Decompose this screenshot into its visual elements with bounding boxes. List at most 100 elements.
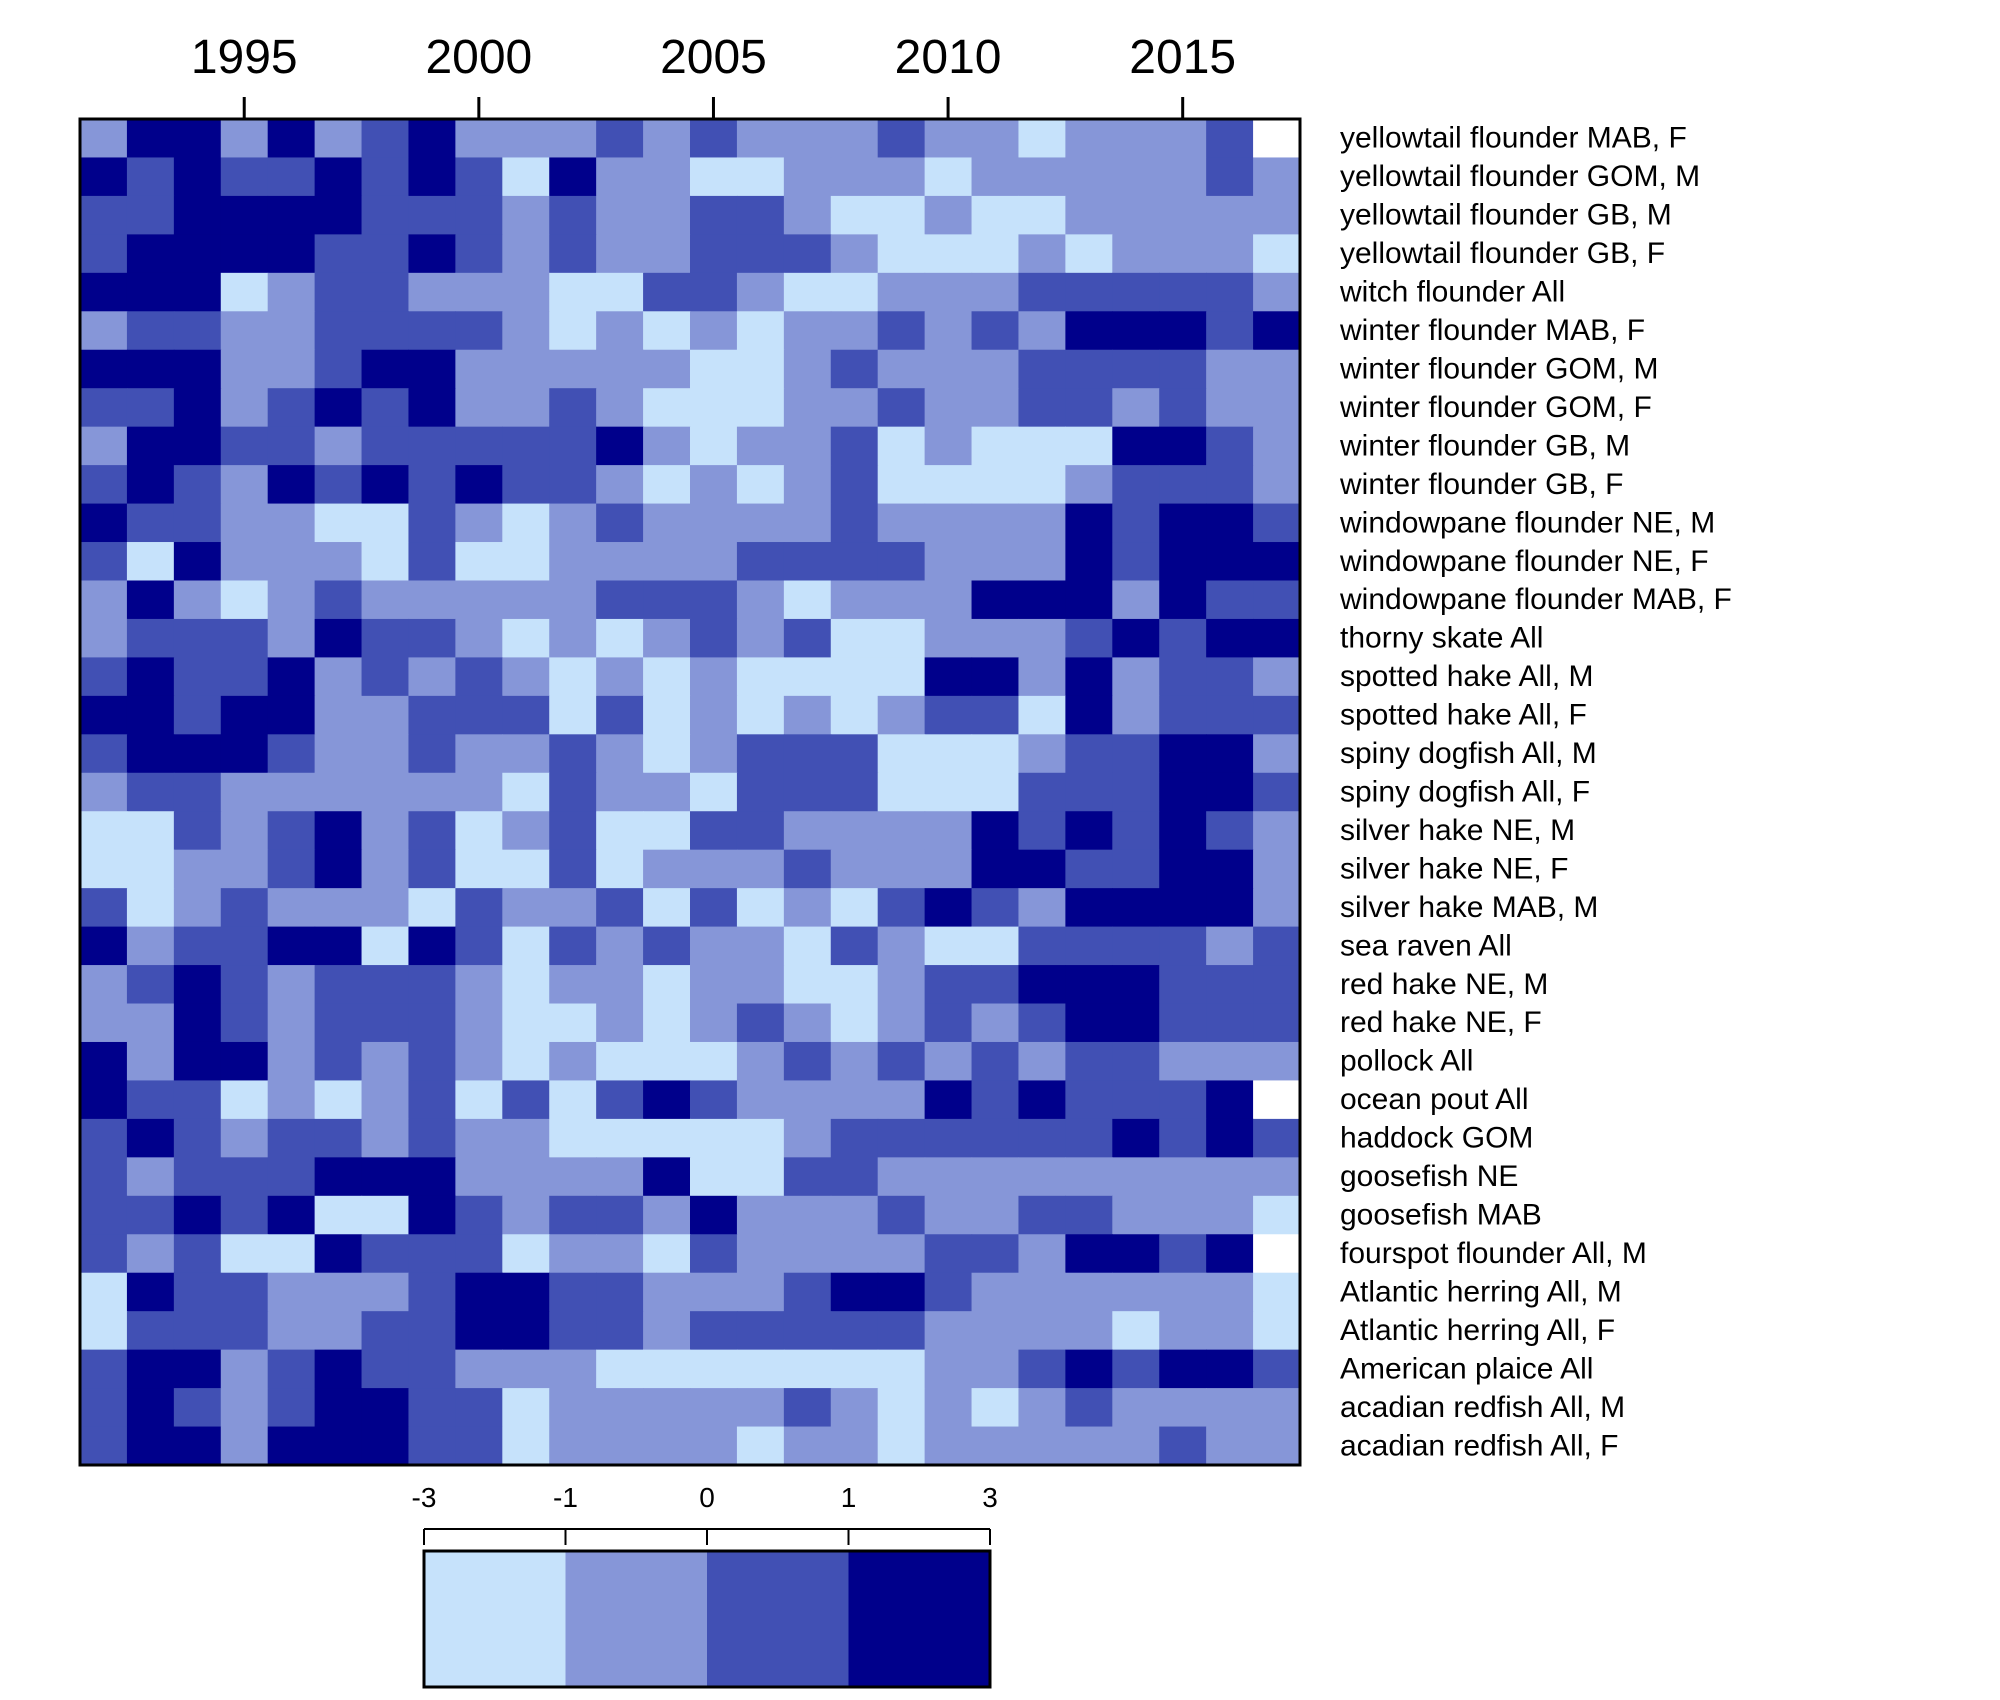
heatmap-cell xyxy=(924,272,973,312)
heatmap-cell xyxy=(549,811,597,851)
heatmap-cell xyxy=(455,580,503,620)
heatmap-cell xyxy=(783,1080,832,1120)
heatmap-cell xyxy=(924,1003,973,1043)
heatmap-cell xyxy=(830,1157,879,1197)
heatmap-cell xyxy=(549,234,597,274)
heatmap-cell xyxy=(690,311,738,351)
heatmap-cell xyxy=(126,1080,175,1120)
heatmap-cell xyxy=(1159,1041,1207,1082)
heatmap-cell xyxy=(1018,388,1066,428)
heatmap-cell xyxy=(173,888,222,928)
heatmap-cell xyxy=(596,272,644,312)
heatmap-cell xyxy=(361,388,410,428)
heatmap-cell xyxy=(877,119,926,159)
heatmap-cell xyxy=(502,349,550,389)
heatmap-cell xyxy=(408,1349,456,1389)
heatmap-cell xyxy=(361,195,410,235)
heatmap-cell xyxy=(126,618,175,658)
heatmap-cell xyxy=(126,1272,175,1312)
heatmap-cell xyxy=(314,1157,363,1197)
heatmap-cell xyxy=(690,542,738,582)
heatmap-cell xyxy=(408,811,456,851)
heatmap-cell xyxy=(1018,1349,1066,1389)
heatmap-cell xyxy=(314,1426,363,1466)
heatmap-cell xyxy=(830,580,879,620)
heatmap-cell xyxy=(596,657,644,697)
heatmap-cell xyxy=(220,1157,269,1197)
heatmap-cell xyxy=(736,1388,785,1428)
heatmap-cell xyxy=(314,772,363,812)
heatmap-cell xyxy=(830,272,879,312)
heatmap-cell xyxy=(924,157,973,197)
heatmap-cell xyxy=(877,849,926,889)
heatmap-cell xyxy=(971,1426,1020,1466)
heatmap-cell xyxy=(1065,657,1113,697)
heatmap-cell xyxy=(690,926,738,966)
heatmap-cell xyxy=(877,811,926,851)
heatmap-cell xyxy=(783,1041,832,1082)
heatmap-cell xyxy=(314,1388,363,1428)
heatmap-cell xyxy=(1065,965,1113,1005)
heatmap-cell xyxy=(267,1426,316,1466)
heatmap-cell xyxy=(830,849,879,889)
heatmap-cell xyxy=(455,1272,503,1312)
heatmap-cell xyxy=(596,580,644,620)
heatmap-cell xyxy=(596,311,644,351)
row-label: ocean pout All xyxy=(1340,1083,1528,1116)
heatmap-cell xyxy=(690,465,738,505)
heatmap-cell xyxy=(596,465,644,505)
heatmap-cell xyxy=(877,1349,926,1389)
heatmap-cell xyxy=(736,1118,785,1158)
heatmap-cell xyxy=(1253,1003,1301,1043)
heatmap-cell xyxy=(1253,119,1301,159)
heatmap-cell xyxy=(1018,888,1066,928)
heatmap-cell xyxy=(502,157,550,197)
heatmap-cell xyxy=(267,657,316,697)
heatmap-cell xyxy=(267,272,316,312)
heatmap-cell xyxy=(1206,811,1254,851)
heatmap-cell xyxy=(783,503,832,543)
row-label: goosefish NE xyxy=(1340,1160,1518,1193)
heatmap-cell xyxy=(502,772,550,812)
heatmap-cell xyxy=(455,1080,503,1120)
heatmap-cell xyxy=(80,849,128,889)
heatmap-cell xyxy=(220,1041,269,1082)
heatmap-cell xyxy=(1112,195,1160,235)
heatmap-cell xyxy=(924,119,973,159)
heatmap-cell xyxy=(690,1426,738,1466)
row-label: spiny dogfish All, F xyxy=(1340,776,1590,809)
row-label: acadian redfish All, F xyxy=(1340,1429,1618,1462)
heatmap-cell xyxy=(1018,1388,1066,1428)
heatmap-cell xyxy=(126,1195,175,1235)
heatmap-cell xyxy=(408,503,456,543)
heatmap-cell xyxy=(1159,849,1207,889)
heatmap-cell xyxy=(455,426,503,466)
heatmap-cell xyxy=(830,119,879,159)
heatmap-cell xyxy=(502,388,550,428)
heatmap-cell xyxy=(1112,811,1160,851)
heatmap-cell xyxy=(314,542,363,582)
heatmap-cell xyxy=(1159,465,1207,505)
heatmap-cell xyxy=(220,195,269,235)
heatmap-cell xyxy=(267,1195,316,1235)
heatmap-cell xyxy=(783,542,832,582)
heatmap-cell xyxy=(1065,734,1113,774)
heatmap-cell xyxy=(924,1195,973,1235)
heatmap-cell xyxy=(80,119,128,159)
heatmap-cell xyxy=(924,657,973,697)
row-label: haddock GOM xyxy=(1340,1122,1533,1155)
row-label: silver hake NE, F xyxy=(1340,852,1568,885)
heatmap-cell xyxy=(361,1234,410,1274)
heatmap-cell xyxy=(267,465,316,505)
heatmap-cell xyxy=(267,1157,316,1197)
heatmap-cell xyxy=(924,811,973,851)
heatmap-cell xyxy=(502,542,550,582)
heatmap-cell xyxy=(1253,1041,1301,1082)
heatmap-cell xyxy=(783,1234,832,1274)
heatmap-cell xyxy=(80,1426,128,1466)
heatmap-cell xyxy=(361,157,410,197)
heatmap-cell xyxy=(924,1426,973,1466)
heatmap-cell xyxy=(220,811,269,851)
heatmap-cell xyxy=(877,465,926,505)
